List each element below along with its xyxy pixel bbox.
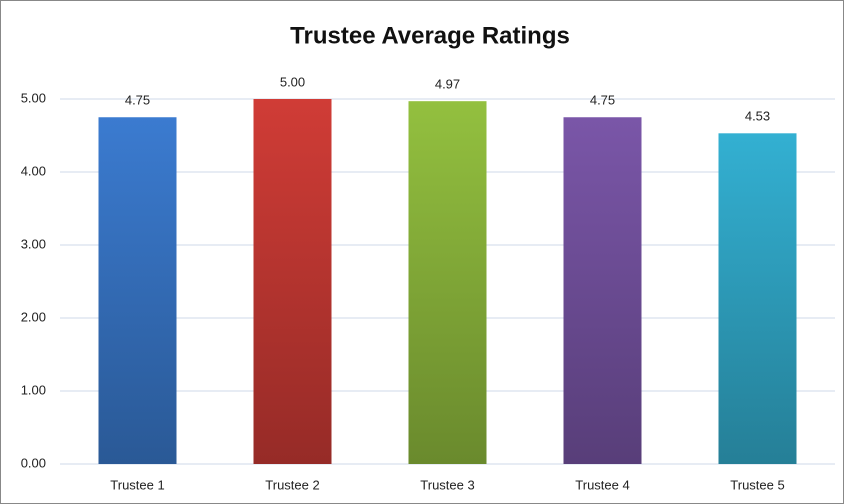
bar bbox=[408, 101, 487, 464]
y-tick-label: 2.00 bbox=[21, 309, 46, 324]
y-tick-label: 5.00 bbox=[21, 90, 46, 105]
data-label: 4.75 bbox=[590, 93, 615, 108]
data-label: 5.00 bbox=[280, 74, 305, 89]
x-tick-label: Trustee 1 bbox=[110, 477, 164, 492]
data-label: 4.75 bbox=[125, 93, 150, 108]
y-tick-label: 0.00 bbox=[21, 455, 46, 470]
x-tick-label: Trustee 2 bbox=[265, 477, 319, 492]
data-label: 4.53 bbox=[745, 109, 770, 124]
x-tick-label: Trustee 4 bbox=[575, 477, 629, 492]
bar bbox=[98, 117, 177, 464]
x-tick-label: Trustee 5 bbox=[730, 477, 784, 492]
x-tick-label: Trustee 3 bbox=[420, 477, 474, 492]
y-tick-label: 1.00 bbox=[21, 382, 46, 397]
data-label: 4.97 bbox=[435, 77, 460, 92]
y-tick-label: 4.00 bbox=[21, 163, 46, 178]
chart-title: Trustee Average Ratings bbox=[290, 22, 570, 49]
bar bbox=[253, 99, 332, 464]
bar bbox=[563, 117, 642, 464]
y-tick-label: 3.00 bbox=[21, 236, 46, 251]
bar bbox=[718, 133, 797, 464]
